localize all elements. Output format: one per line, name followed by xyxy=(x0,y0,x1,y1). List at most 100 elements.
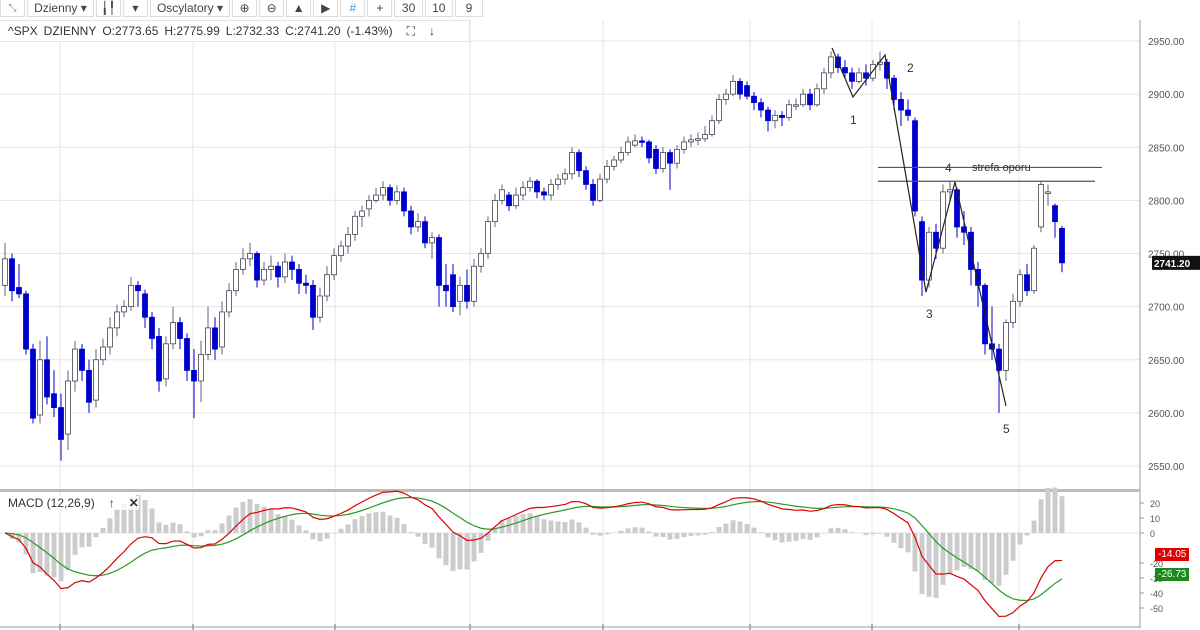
interval-dropdown[interactable]: Dzienny ▾ xyxy=(27,0,94,17)
scroll-start-icon[interactable]: ▲ xyxy=(286,0,312,17)
macd-histogram-bar xyxy=(737,521,743,533)
bear-candle xyxy=(387,187,393,201)
crosshair-icon[interactable]: + xyxy=(367,0,393,17)
bear-candle xyxy=(464,284,470,302)
macd-histogram-bar xyxy=(450,533,456,572)
macd-histogram-bar xyxy=(142,500,148,533)
bear-candle xyxy=(212,327,218,350)
macd-histogram-bar xyxy=(597,533,603,536)
macd-histogram-bar xyxy=(240,501,246,533)
oscillators-dropdown[interactable]: Oscylatory ▾ xyxy=(149,0,230,17)
macd-line xyxy=(4,490,1063,618)
bull-candle xyxy=(261,269,267,281)
macd-histogram-bar xyxy=(835,527,841,533)
macd-histogram-bar xyxy=(1017,533,1023,545)
bear-candle xyxy=(1052,205,1058,223)
macd-histogram-bar xyxy=(716,526,722,533)
fullscreen-icon[interactable]: ⛶ xyxy=(406,23,415,38)
macd-histogram-bar xyxy=(709,531,715,533)
macd-tick-label: -40 xyxy=(1150,589,1163,599)
zoom-in-icon[interactable]: ⊕ xyxy=(232,0,258,17)
bull-candle xyxy=(828,56,834,74)
macd-histogram-bar xyxy=(583,527,589,533)
macd-histogram-bar xyxy=(303,530,309,533)
macd-value-badge: -14.05 xyxy=(1155,548,1190,561)
bull-candle xyxy=(716,99,722,122)
macd-histogram-bar xyxy=(128,496,134,533)
bear-candle xyxy=(905,109,911,116)
bear-candle xyxy=(289,261,295,270)
crosshair-grid-icon[interactable]: # xyxy=(340,0,366,17)
bull-candle xyxy=(324,274,330,297)
bull-candle xyxy=(471,265,477,302)
macd-tick-label: 10 xyxy=(1150,514,1160,524)
macd-histogram-bar xyxy=(604,533,610,535)
arrow-down-icon[interactable]: ↓ xyxy=(428,24,435,38)
expand-icon[interactable]: ⤡ xyxy=(0,0,26,17)
macd-histogram-bar xyxy=(1010,533,1016,561)
bear-candle xyxy=(590,184,596,201)
bear-candle xyxy=(758,102,764,111)
macd-histogram-bar xyxy=(702,533,708,535)
bull-candle xyxy=(107,327,113,348)
interval-label: Dzienny xyxy=(34,1,78,15)
macd-histogram-bar xyxy=(219,523,225,533)
bull-candle xyxy=(93,359,99,401)
macd-histogram-bar xyxy=(828,528,834,533)
high-value: H:2775.99 xyxy=(164,24,220,38)
bear-candle xyxy=(44,359,50,398)
bull-candle xyxy=(1031,247,1037,292)
bear-candle xyxy=(576,152,582,172)
macd-histogram-bar xyxy=(72,533,78,555)
bear-candle xyxy=(156,335,162,382)
bull-candle xyxy=(317,295,323,318)
macd-histogram-bar xyxy=(653,533,659,537)
period-9-button[interactable]: 9 xyxy=(454,0,484,17)
macd-histogram-bar xyxy=(212,530,218,533)
bull-candle xyxy=(359,210,365,217)
bull-candle xyxy=(114,311,120,329)
bull-candle xyxy=(632,140,638,146)
scroll-end-icon[interactable]: ▶ xyxy=(313,0,339,17)
macd-histogram-bar xyxy=(758,532,764,533)
bull-candle xyxy=(457,284,463,302)
bear-candle xyxy=(58,407,64,440)
macd-histogram-bar xyxy=(618,530,624,533)
macd-histogram-bar xyxy=(744,523,750,533)
period-30-button[interactable]: 30 xyxy=(394,0,423,17)
bull-candle xyxy=(1038,184,1044,228)
macd-histogram-bar xyxy=(793,533,799,542)
candlestick-icon[interactable]: ╽╿ xyxy=(95,0,121,17)
chart-type-dropdown[interactable]: ▾ xyxy=(122,0,148,17)
y-tick-label: 2850.00 xyxy=(1148,143,1185,154)
macd-histogram-bar xyxy=(198,533,204,537)
y-tick-label: 2800.00 xyxy=(1148,196,1185,207)
macd-histogram-bar xyxy=(338,528,344,533)
bull-candle xyxy=(821,72,827,90)
bull-candle xyxy=(163,343,169,380)
move-up-icon[interactable]: ↑ xyxy=(108,496,115,510)
bull-candle xyxy=(373,194,379,201)
macd-histogram-bar xyxy=(548,520,554,533)
bull-candle xyxy=(429,237,435,244)
bear-candle xyxy=(807,93,813,106)
y-tick-label: 2650.00 xyxy=(1148,356,1185,367)
zoom-out-icon[interactable]: ⊖ xyxy=(259,0,285,17)
macd-histogram-bar xyxy=(576,522,582,533)
ohlc-header: ^SPX DZIENNY O:2773.65 H:2775.99 L:2732.… xyxy=(0,20,470,42)
bull-candle xyxy=(1017,274,1023,302)
macd-histogram-bar xyxy=(261,506,267,533)
close-icon[interactable]: ✕ xyxy=(128,496,139,510)
bull-candle xyxy=(352,215,358,235)
macd-histogram-bar xyxy=(114,509,120,533)
bear-candle xyxy=(751,95,757,104)
period-10-button[interactable]: 10 xyxy=(424,0,453,17)
macd-histogram-bar xyxy=(289,519,295,533)
bear-candle xyxy=(912,120,918,212)
bull-candle xyxy=(947,189,953,193)
macd-histogram-bar xyxy=(170,522,176,533)
macd-histogram-bar xyxy=(100,527,106,533)
close-value: C:2741.20 xyxy=(285,24,341,38)
macd-histogram-bar xyxy=(569,519,575,533)
